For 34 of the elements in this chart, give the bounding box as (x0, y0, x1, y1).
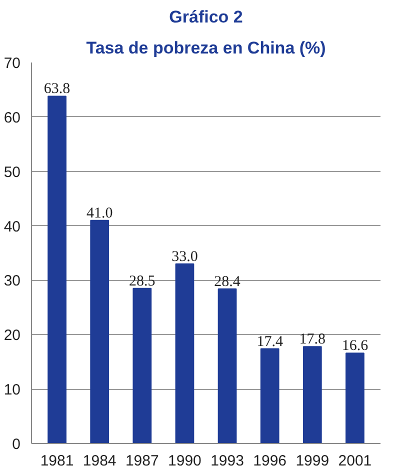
bar (175, 263, 194, 444)
y-tick-label: 0 (12, 436, 20, 453)
bar (48, 96, 66, 444)
x-tick-label: 1987 (125, 452, 159, 470)
x-tick-label: 1999 (296, 452, 330, 470)
bar (346, 352, 364, 444)
y-tick-label: 30 (4, 272, 21, 290)
y-tick-label: 10 (4, 382, 21, 399)
bar (90, 220, 110, 444)
x-tick-label: 1996 (253, 452, 287, 470)
bar (302, 346, 322, 444)
bar (260, 348, 280, 444)
data-label: 63.8 (44, 81, 70, 98)
y-tick-label: 50 (4, 164, 21, 181)
x-tick-label: 1993 (210, 452, 244, 470)
y-tick-label: 70 (4, 55, 21, 72)
data-label: 33.0 (172, 248, 198, 265)
data-label: 28.5 (129, 273, 156, 290)
chart-subtitle: Tasa de pobreza en China (%) (86, 38, 326, 58)
chart-title: Gráfico 2 (169, 8, 243, 26)
data-label: 28.4 (214, 274, 241, 290)
x-tick-label: 2001 (338, 452, 372, 470)
data-label: 41.0 (86, 205, 113, 222)
data-label: 17.4 (256, 334, 284, 350)
data-label: 16.6 (342, 338, 369, 354)
y-tick-label: 60 (4, 109, 21, 126)
bar (218, 288, 237, 444)
x-tick-label: 1984 (82, 452, 116, 470)
data-label: 17.8 (299, 332, 326, 348)
y-tick-label: 20 (4, 327, 21, 344)
bar (132, 288, 152, 444)
x-tick-label: 1990 (168, 452, 202, 470)
x-tick-label: 1981 (40, 452, 74, 470)
y-tick-label: 40 (4, 218, 21, 236)
